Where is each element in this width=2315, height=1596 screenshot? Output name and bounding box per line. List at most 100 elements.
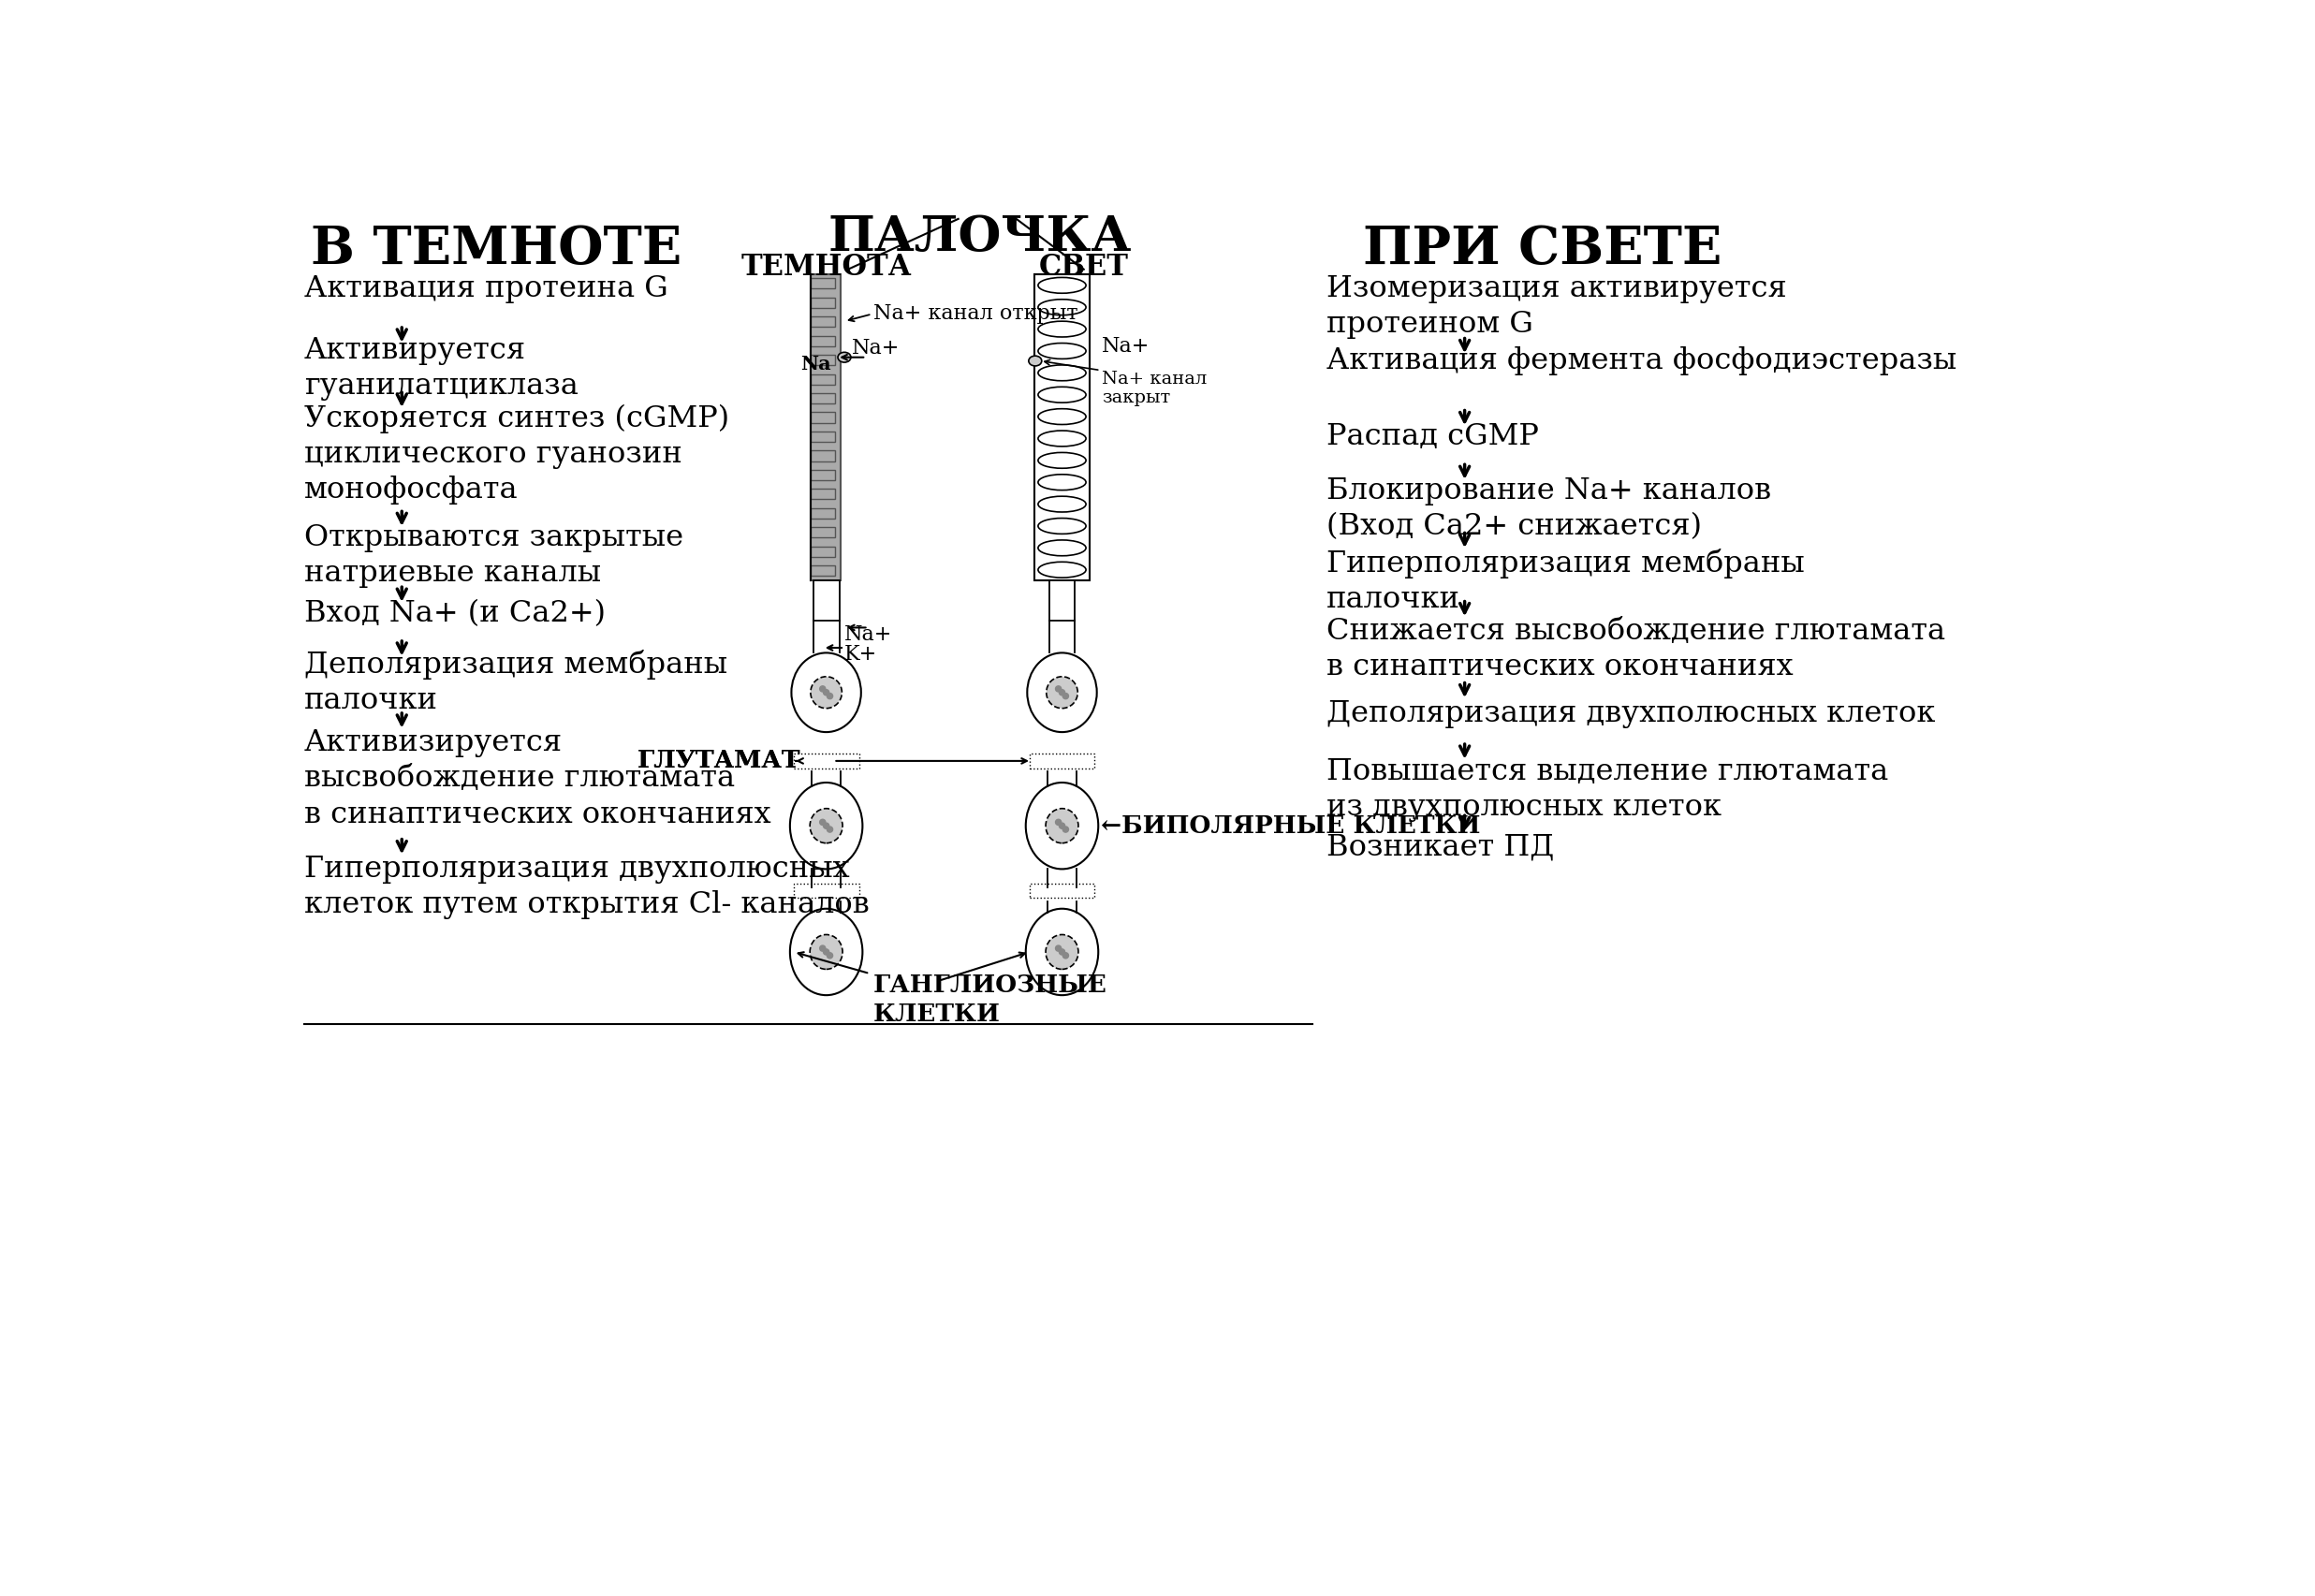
Ellipse shape	[810, 809, 843, 843]
Circle shape	[1063, 953, 1070, 959]
Ellipse shape	[1037, 300, 1086, 314]
Text: Деполяризация двухполюсных клеток: Деполяризация двухполюсных клеток	[1326, 699, 1935, 729]
Circle shape	[820, 686, 826, 691]
Text: ТЕМНОТА: ТЕМНОТА	[741, 252, 912, 282]
Text: Na: Na	[801, 356, 831, 373]
Text: Na+ канал
закрыт: Na+ канал закрыт	[1102, 370, 1206, 407]
Ellipse shape	[1037, 519, 1086, 535]
Circle shape	[1060, 950, 1065, 954]
Text: ГАНГЛИОЗНЫЕ
КЛЕТКИ: ГАНГЛИОЗНЫЕ КЛЕТКИ	[873, 974, 1107, 1026]
Bar	[794, 884, 859, 899]
Text: ГЛУТАМАТ: ГЛУТАМАТ	[637, 749, 801, 772]
Ellipse shape	[810, 935, 843, 969]
Text: Активация протеина G: Активация протеина G	[303, 275, 667, 303]
Circle shape	[824, 689, 829, 696]
Text: Na+: Na+	[1102, 337, 1151, 358]
Circle shape	[1056, 686, 1060, 691]
Text: В ТЕМНОТЕ: В ТЕМНОТЕ	[310, 223, 683, 276]
Ellipse shape	[1037, 474, 1086, 490]
Bar	[810, 450, 836, 461]
Text: Ускоряется синтез (cGMP)
циклического гуанозин
монофосфата: Ускоряется синтез (cGMP) циклического гу…	[303, 404, 729, 504]
Ellipse shape	[1028, 653, 1097, 733]
Text: Na+: Na+	[845, 624, 894, 645]
Circle shape	[824, 950, 829, 954]
Bar	[1035, 275, 1090, 581]
Ellipse shape	[1037, 409, 1086, 425]
Ellipse shape	[838, 353, 852, 362]
Ellipse shape	[1037, 321, 1086, 337]
Text: Активируется
гуанилатциклаза: Активируется гуанилатциклаза	[303, 335, 579, 401]
Ellipse shape	[1046, 935, 1079, 969]
Bar	[810, 297, 836, 308]
Bar	[810, 565, 836, 576]
Ellipse shape	[1046, 809, 1079, 843]
Text: ПАЛОЧКА: ПАЛОЧКА	[829, 214, 1132, 260]
Text: Повышается выделение глютамата
из двухполюсных клеток: Повышается выделение глютамата из двухпо…	[1326, 758, 1889, 822]
Ellipse shape	[1037, 539, 1086, 555]
Text: Активизируется
высвобождение глютамата
в синаптических окончаниях: Активизируется высвобождение глютамата в…	[303, 728, 771, 828]
Bar	[810, 316, 836, 327]
Ellipse shape	[1037, 562, 1086, 578]
Text: Na+ канал открыт: Na+ канал открыт	[873, 303, 1079, 324]
Ellipse shape	[789, 908, 863, 996]
Circle shape	[820, 945, 826, 951]
Circle shape	[1056, 819, 1060, 825]
Text: ←БИПОЛЯРНЫЕ КЛЕТКИ: ←БИПОЛЯРНЫЕ КЛЕТКИ	[1100, 814, 1479, 838]
Bar	[810, 393, 836, 404]
Bar	[810, 335, 836, 346]
Bar	[810, 488, 836, 500]
Bar	[810, 527, 836, 538]
Ellipse shape	[789, 782, 863, 870]
Bar	[810, 412, 836, 423]
Text: Снижается высвобождение глютамата
в синаптических окончаниях: Снижается высвобождение глютамата в сина…	[1326, 616, 1945, 681]
Text: Возникает ПД: Возникает ПД	[1326, 833, 1556, 862]
Circle shape	[824, 824, 829, 828]
Bar	[810, 508, 836, 519]
Text: ГЛУТАМАТ: ГЛУТАМАТ	[637, 749, 801, 772]
Text: Открываются закрытые
натриевые каналы: Открываются закрытые натриевые каналы	[303, 523, 683, 587]
Circle shape	[1060, 689, 1065, 696]
Text: СВЕТ: СВЕТ	[1039, 252, 1130, 282]
Text: K+: K+	[845, 645, 877, 666]
Circle shape	[826, 953, 833, 959]
Bar	[810, 546, 836, 557]
Circle shape	[826, 693, 833, 699]
Ellipse shape	[810, 677, 843, 709]
Ellipse shape	[1026, 782, 1097, 870]
Text: Вход Na+ (и Ca2+): Вход Na+ (и Ca2+)	[303, 598, 604, 627]
Text: Гиперполяризация мембраны
палочки: Гиперполяризация мембраны палочки	[1326, 549, 1806, 614]
Circle shape	[1056, 945, 1060, 951]
Circle shape	[820, 819, 826, 825]
Text: Гиперполяризация двухполюсных
клеток путем открытия Cl- каналов: Гиперполяризация двухполюсных клеток пут…	[303, 854, 868, 919]
Circle shape	[1063, 693, 1070, 699]
Ellipse shape	[1037, 453, 1086, 468]
Bar	[1049, 581, 1074, 621]
Ellipse shape	[1028, 356, 1042, 365]
Bar	[810, 431, 836, 442]
Bar	[794, 753, 859, 768]
Text: Изомеризация активируется
протеином G: Изомеризация активируется протеином G	[1326, 275, 1787, 340]
Text: Распад cGMP: Распад cGMP	[1326, 423, 1539, 452]
Ellipse shape	[1037, 496, 1086, 512]
Circle shape	[1060, 824, 1065, 828]
Ellipse shape	[1026, 908, 1097, 996]
Circle shape	[1063, 827, 1070, 832]
Ellipse shape	[1037, 278, 1086, 294]
Ellipse shape	[1037, 343, 1086, 359]
Text: Деполяризация мембраны
палочки: Деполяризация мембраны палочки	[303, 650, 727, 715]
Text: ПРИ СВЕТЕ: ПРИ СВЕТЕ	[1364, 223, 1722, 276]
Bar	[813, 581, 840, 621]
Bar	[810, 275, 840, 581]
Ellipse shape	[792, 653, 861, 733]
Bar	[810, 278, 836, 289]
Text: Активация фермента фосфодиэстеразы: Активация фермента фосфодиэстеразы	[1326, 346, 1956, 375]
Ellipse shape	[1037, 431, 1086, 447]
Bar	[1030, 753, 1095, 768]
Bar	[1030, 884, 1095, 899]
Ellipse shape	[1037, 365, 1086, 381]
Text: Блокирование Na+ каналов
(Вход Ca2+ снижается): Блокирование Na+ каналов (Вход Ca2+ сниж…	[1326, 476, 1771, 541]
Bar	[810, 469, 836, 480]
Text: Na+: Na+	[852, 338, 901, 359]
Ellipse shape	[1037, 386, 1086, 402]
Circle shape	[826, 827, 833, 832]
